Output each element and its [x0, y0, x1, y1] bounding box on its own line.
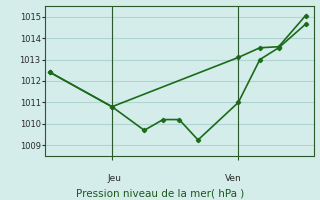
- Text: Jeu: Jeu: [107, 174, 121, 183]
- Text: Ven: Ven: [225, 174, 241, 183]
- Text: Pression niveau de la mer( hPa ): Pression niveau de la mer( hPa ): [76, 188, 244, 198]
